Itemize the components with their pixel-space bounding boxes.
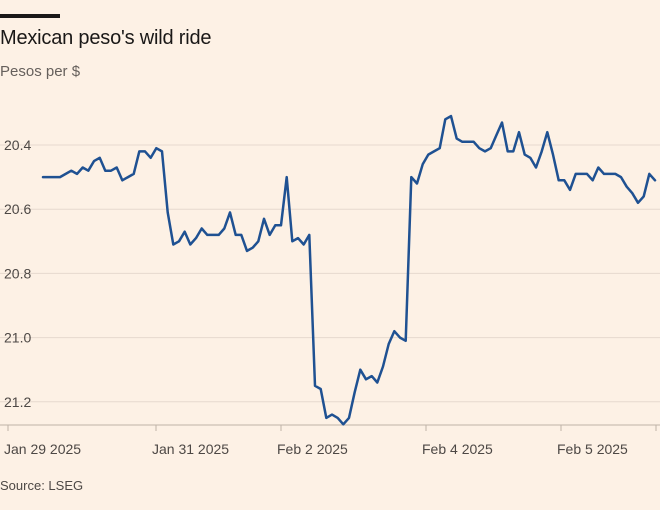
x-tick-label: Jan 31 2025 xyxy=(152,441,229,457)
y-tick-label: 21.2 xyxy=(4,394,31,410)
x-tick-label: Jan 29 2025 xyxy=(4,441,81,457)
x-tick-label: Feb 4 2025 xyxy=(422,441,493,457)
source-note: Source: LSEG xyxy=(0,478,84,493)
x-tick-label: Feb 5 2025 xyxy=(557,441,628,457)
y-tick-label: 20.8 xyxy=(4,265,31,281)
plot-area xyxy=(41,114,657,426)
chart-title: Mexican peso's wild ride xyxy=(0,27,212,49)
x-tick-label: Feb 2 2025 xyxy=(277,441,348,457)
y-tick-label: 20.6 xyxy=(4,201,31,217)
y-axis-ticks: 20.4 20.6 20.8 21.0 21.2 xyxy=(4,137,31,410)
y-tick-label: 21.0 xyxy=(4,330,31,346)
x-axis: Jan 29 2025 Jan 31 2025 Feb 2 2025 Feb 4 20… xyxy=(0,424,660,457)
top-accent-bar xyxy=(0,14,60,18)
y-tick-label: 20.4 xyxy=(4,137,31,153)
series-line-peso xyxy=(41,114,657,426)
chart-subtitle: Pesos per $ xyxy=(0,63,81,80)
grid-lines xyxy=(0,144,660,403)
